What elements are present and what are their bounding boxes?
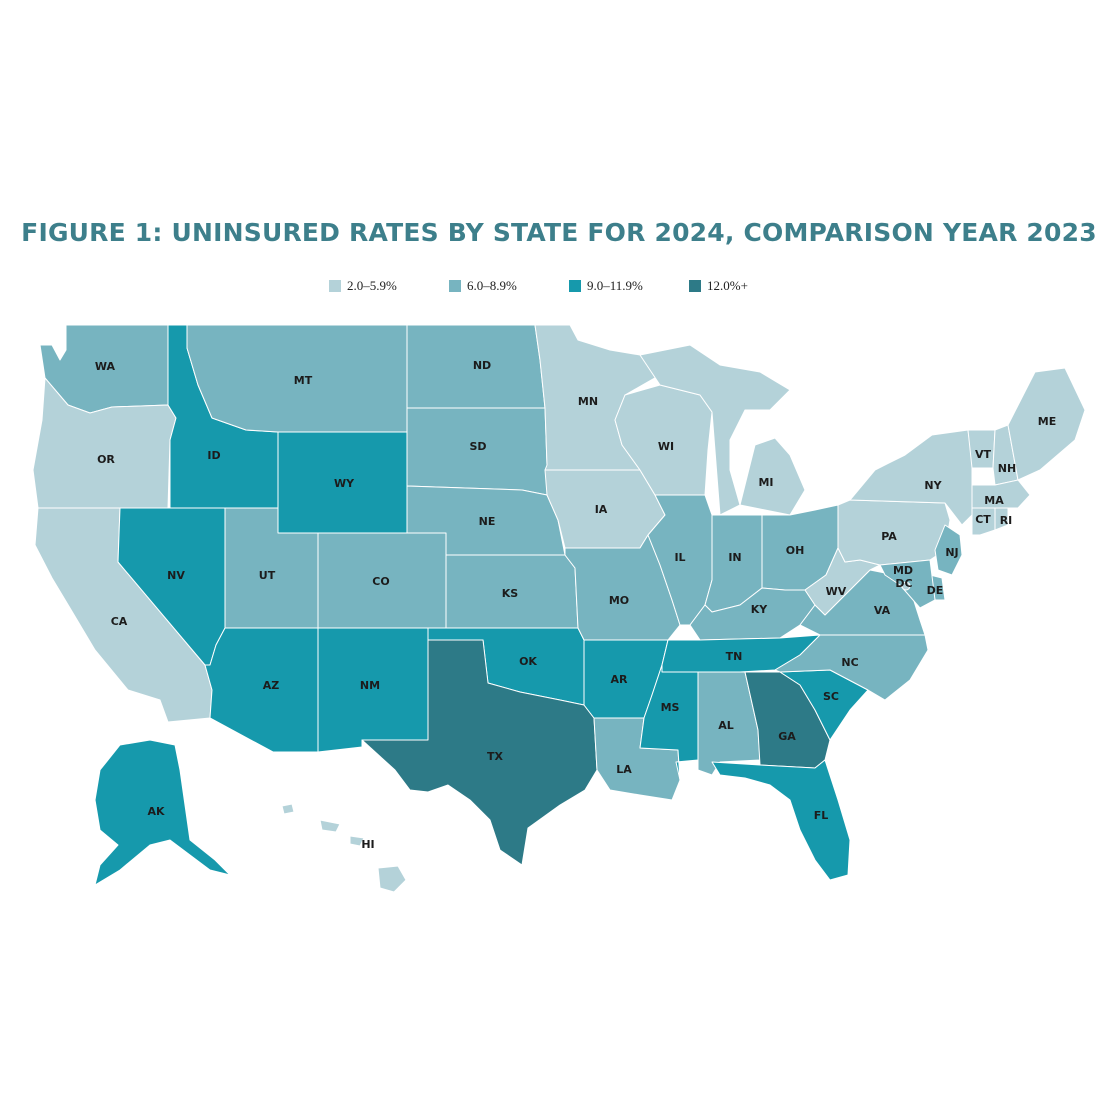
state-label-wi: WI	[658, 440, 674, 453]
state-label-mi: MI	[758, 476, 773, 489]
state-label-wv: WV	[826, 585, 847, 598]
state-mo[interactable]	[564, 534, 681, 641]
legend-label: 2.0–5.9%	[347, 278, 397, 293]
state-label-ks: KS	[502, 587, 519, 600]
state-ct[interactable]	[971, 507, 996, 536]
state-label-pa: PA	[881, 530, 897, 543]
state-label-ky: KY	[751, 603, 769, 616]
state-label-oh: OH	[786, 544, 805, 557]
state-label-ia: IA	[595, 503, 608, 516]
legend-item: 9.0–11.9%	[569, 278, 643, 294]
state-label-hi: HI	[361, 838, 374, 851]
legend-label: 12.0%+	[707, 278, 748, 293]
state-label-sd: SD	[469, 440, 486, 453]
state-label-nm: NM	[360, 679, 380, 692]
state-labels: WA OR CA NV ID MT WY UT AZ CO NM ND SD N…	[95, 359, 1056, 851]
state-wi[interactable]	[614, 384, 713, 496]
state-label-ca: CA	[111, 615, 128, 628]
state-label-tx: TX	[487, 750, 504, 763]
state-hi[interactable]	[281, 803, 407, 893]
state-label-md: MD	[893, 564, 913, 577]
state-label-nc: NC	[841, 656, 858, 669]
state-label-ma: MA	[984, 494, 1004, 507]
state-label-dc: DC	[895, 577, 912, 590]
state-dc[interactable]	[901, 581, 911, 591]
state-label-nh: NH	[998, 462, 1016, 475]
state-nj[interactable]	[934, 524, 963, 576]
state-label-ne: NE	[479, 515, 496, 528]
state-label-mn: MN	[578, 395, 598, 408]
state-label-wa: WA	[95, 360, 116, 373]
legend-label: 6.0–8.9%	[467, 278, 517, 293]
state-label-ri: RI	[1000, 514, 1013, 527]
state-label-de: DE	[927, 584, 944, 597]
state-label-tn: TN	[726, 650, 743, 663]
state-label-nd: ND	[473, 359, 491, 372]
state-label-nj: NJ	[945, 546, 958, 559]
state-label-nv: NV	[167, 569, 185, 582]
state-label-ga: GA	[778, 730, 796, 743]
legend-swatch	[329, 280, 341, 292]
state-nc[interactable]	[774, 634, 929, 701]
state-label-vt: VT	[975, 448, 992, 461]
legend-swatch	[689, 280, 701, 292]
state-label-va: VA	[874, 604, 891, 617]
state-label-mo: MO	[609, 594, 629, 607]
state-label-ny: NY	[924, 479, 942, 492]
state-label-ak: AK	[147, 805, 165, 818]
state-ak[interactable]	[94, 739, 231, 886]
legend: 2.0–5.9% 6.0–8.9% 9.0–11.9% 12.0%+	[0, 278, 1118, 296]
state-me[interactable]	[1007, 367, 1086, 481]
legend-label: 9.0–11.9%	[587, 278, 643, 293]
legend-swatch	[569, 280, 581, 292]
state-label-sc: SC	[823, 690, 839, 703]
state-label-az: AZ	[263, 679, 280, 692]
state-label-co: CO	[372, 575, 389, 588]
state-label-il: IL	[674, 551, 685, 564]
state-ri[interactable]	[994, 507, 1009, 531]
state-label-id: ID	[207, 449, 220, 462]
state-label-in: IN	[728, 551, 741, 564]
state-label-al: AL	[718, 719, 734, 732]
state-fl[interactable]	[711, 759, 851, 881]
state-label-ok: OK	[519, 655, 537, 668]
state-label-ut: UT	[259, 569, 276, 582]
legend-swatch	[449, 280, 461, 292]
state-label-ms: MS	[661, 701, 680, 714]
legend-item: 2.0–5.9%	[329, 278, 397, 294]
state-label-la: LA	[616, 763, 632, 776]
state-label-fl: FL	[814, 809, 829, 822]
state-az[interactable]	[204, 627, 319, 753]
state-label-wy: WY	[334, 477, 355, 490]
state-label-me: ME	[1038, 415, 1056, 428]
state-tx[interactable]	[361, 639, 598, 866]
state-label-mt: MT	[294, 374, 313, 387]
state-label-ar: AR	[611, 673, 629, 686]
legend-item: 6.0–8.9%	[449, 278, 517, 294]
state-il[interactable]	[647, 494, 713, 626]
legend-item: 12.0%+	[689, 278, 748, 294]
state-label-or: OR	[97, 453, 115, 466]
state-label-ct: CT	[975, 513, 991, 526]
figure-title: FIGURE 1: UNINSURED RATES BY STATE FOR 2…	[21, 218, 1097, 247]
